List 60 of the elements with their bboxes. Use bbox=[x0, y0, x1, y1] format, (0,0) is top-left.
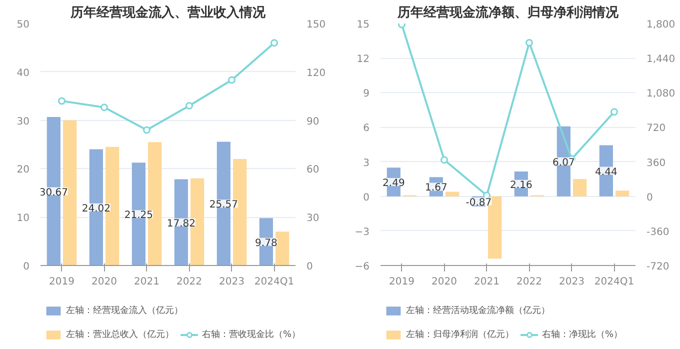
data-label: 2.16 bbox=[510, 180, 532, 191]
y-tick-label: 15 bbox=[356, 20, 370, 30]
y-tick-label: 20 bbox=[16, 164, 30, 176]
y-tick-label: −3 bbox=[354, 226, 370, 238]
y-tick-label: 3 bbox=[363, 158, 370, 169]
y2-tick-label: 30 bbox=[306, 213, 320, 224]
legend-label: 左轴：归母净利润（亿元） bbox=[406, 328, 514, 341]
y2-tick-label: 720 bbox=[646, 123, 666, 134]
y2-tick-label: 1,800 bbox=[646, 20, 676, 30]
y2-tick-label: 1,080 bbox=[646, 88, 676, 100]
y2-tick-label: 1,440 bbox=[646, 54, 676, 66]
x-tick-label: 2020 bbox=[432, 276, 457, 288]
data-label: -0.87 bbox=[466, 197, 492, 208]
data-label: 9.78 bbox=[255, 238, 278, 249]
chart-title: 历年经营现金流入、营业收入情况 bbox=[70, 4, 266, 20]
x-tick-label: 2019 bbox=[389, 276, 414, 288]
y2-tick-label: 0 bbox=[306, 262, 313, 272]
data-label: 17.82 bbox=[166, 218, 196, 230]
y-tick-label: 10 bbox=[16, 213, 30, 224]
x-tick-label: 2022 bbox=[516, 276, 542, 288]
data-label: 1.67 bbox=[425, 182, 448, 194]
data-label: 25.57 bbox=[209, 200, 238, 211]
x-tick-label: 2023 bbox=[219, 276, 244, 288]
chart-title: 历年经营现金流净额、归母净利润情况 bbox=[396, 4, 620, 20]
x-tick-label: 2022 bbox=[176, 276, 202, 288]
x-tick-label: 2023 bbox=[559, 276, 584, 288]
x-tick-label: 2021 bbox=[474, 276, 500, 288]
y-tick-label: 9 bbox=[363, 88, 370, 100]
x-tick-label: 2024Q1 bbox=[594, 276, 634, 288]
y2-tick-label: 120 bbox=[306, 68, 326, 79]
x-tick-label: 2019 bbox=[49, 276, 74, 288]
y-tick-label: 50 bbox=[16, 20, 30, 30]
y2-tick-label: -360 bbox=[646, 226, 670, 238]
legend-label: 左轴：营业总收入（亿元） bbox=[66, 328, 174, 341]
data-label: 2.49 bbox=[382, 178, 405, 190]
data-label: 6.07 bbox=[552, 157, 575, 168]
y2-tick-label: 90 bbox=[306, 116, 320, 128]
legend-label: 左轴：经营活动现金流净额（亿元） bbox=[406, 304, 550, 317]
y2-tick-label: -720 bbox=[646, 262, 670, 272]
y-tick-label: 40 bbox=[16, 68, 30, 79]
legend-label: 右轴：净现比（%） bbox=[542, 328, 623, 341]
x-tick-label: 2020 bbox=[92, 276, 117, 288]
y-tick-label: 6 bbox=[363, 123, 370, 134]
legend-label: 左轴：经营现金流入（亿元） bbox=[66, 304, 183, 317]
data-label: 30.67 bbox=[39, 187, 68, 198]
data-label: 21.25 bbox=[124, 210, 153, 222]
y2-tick-label: 60 bbox=[306, 164, 320, 176]
y-tick-label: 30 bbox=[16, 116, 30, 128]
y2-tick-label: 150 bbox=[306, 20, 326, 30]
y-tick-label: 0 bbox=[363, 192, 370, 204]
x-tick-label: 2021 bbox=[134, 276, 160, 288]
y-tick-label: 0 bbox=[23, 262, 30, 272]
y-tick-label: 12 bbox=[356, 54, 370, 66]
data-label: 4.44 bbox=[595, 166, 618, 178]
legend-label: 右轴：营收现金比（%） bbox=[202, 328, 296, 341]
x-tick-label: 2024Q1 bbox=[254, 276, 294, 288]
y2-tick-label: 360 bbox=[646, 158, 666, 169]
y-tick-label: −6 bbox=[354, 262, 370, 272]
data-label: 24.02 bbox=[82, 203, 110, 214]
y2-tick-label: 0 bbox=[646, 192, 653, 204]
